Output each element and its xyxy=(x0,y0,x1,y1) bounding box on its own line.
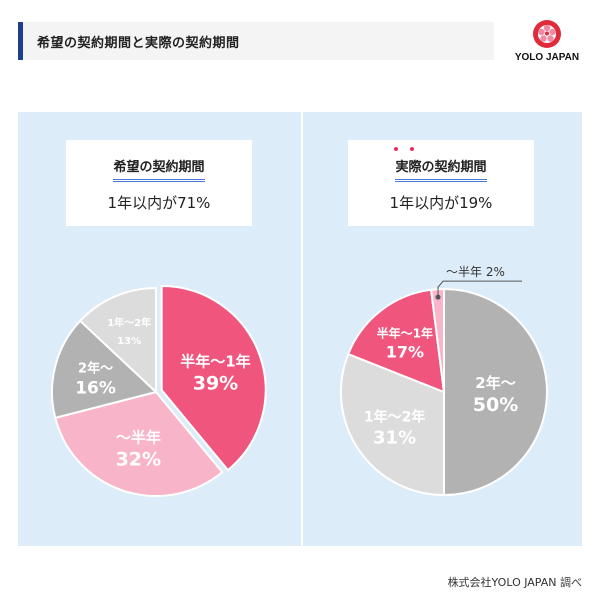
slice-label-2yr-plus: 2年〜 xyxy=(78,360,113,376)
emphasis-dot xyxy=(410,147,414,151)
slice-value-2yr-plus: 50% xyxy=(473,394,518,416)
desired-subtitle: 1年以内が71% xyxy=(107,194,211,212)
slice-value-1yr-to-2yr: 31% xyxy=(373,428,416,449)
slice-value-1yr-to-2yr: 13% xyxy=(117,336,141,347)
source-credit: 株式会社YOLO JAPAN 調べ xyxy=(447,576,582,589)
company-logo: YOLO JAPAN xyxy=(512,18,582,66)
desired-label-box: 希望の契約期間 1年以内が71% xyxy=(66,140,252,226)
slice-label-1yr-to-2yr: 1年〜2年 xyxy=(107,316,151,329)
pie-slice-under-half-year xyxy=(54,390,224,497)
callout-line xyxy=(437,280,522,298)
flower-emblem-icon xyxy=(533,20,561,48)
slice-value-2yr-plus: 16% xyxy=(75,378,116,398)
slice-label-half-to-1yr: 半年〜1年 xyxy=(377,326,433,341)
slice-label-under-half-year: 〜半年 2% xyxy=(446,265,505,279)
panel-divider xyxy=(301,112,303,546)
page-title: 希望の契約期間と実際の契約期間 xyxy=(37,35,240,51)
slice-value-under-half-year: 32% xyxy=(116,448,161,470)
actual-heading: 実際の契約期間 xyxy=(395,156,487,182)
slice-label-2yr-plus: 2年〜 xyxy=(475,374,515,392)
pie-slice-2yr-plus xyxy=(443,287,548,497)
pie-slice-2yr-plus xyxy=(51,319,159,420)
pie-slice-half-to-1yr xyxy=(160,284,267,472)
pie-slice-under-half-year xyxy=(429,287,445,393)
slice-label-1yr-to-2yr: 1年〜2年 xyxy=(364,409,425,426)
title-bar: 希望の契約期間と実際の契約期間 xyxy=(18,22,494,60)
logo-text: YOLO JAPAN xyxy=(514,52,580,63)
desired-heading: 希望の契約期間 xyxy=(113,156,205,182)
actual-subtitle: 1年以内が19% xyxy=(389,194,493,212)
slice-value-half-to-1yr: 39% xyxy=(193,373,238,395)
slice-label-under-half-year: 〜半年 xyxy=(116,428,161,446)
actual-label-box: 実際の契約期間 1年以内が19% xyxy=(348,140,534,226)
pie-slice-1yr-to-2yr xyxy=(340,352,445,497)
emphasis-dot xyxy=(394,147,398,151)
slice-label-half-to-1yr: 半年〜1年 xyxy=(180,353,250,371)
pie-slice-1yr-to-2yr xyxy=(78,286,157,395)
slice-value-half-to-1yr: 17% xyxy=(386,343,424,362)
pie-slice-half-to-1yr xyxy=(346,288,446,394)
